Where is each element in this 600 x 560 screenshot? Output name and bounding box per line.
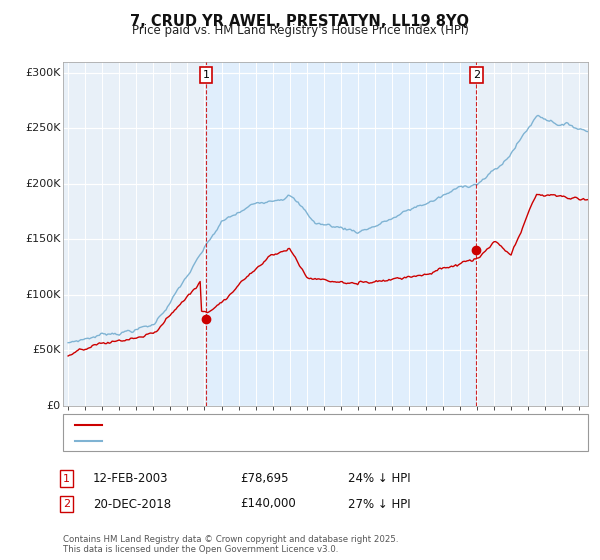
Text: £200K: £200K xyxy=(25,179,61,189)
Text: 1: 1 xyxy=(63,474,70,484)
Text: £100K: £100K xyxy=(25,290,61,300)
Text: 7, CRUD YR AWEL, PRESTATYN, LL19 8YQ: 7, CRUD YR AWEL, PRESTATYN, LL19 8YQ xyxy=(131,14,470,29)
Text: 1: 1 xyxy=(203,70,209,80)
Text: £0: £0 xyxy=(46,401,61,411)
Text: £150K: £150K xyxy=(25,234,61,244)
Text: 27% ↓ HPI: 27% ↓ HPI xyxy=(348,497,410,511)
Bar xyxy=(206,62,476,406)
Text: 2: 2 xyxy=(473,70,480,80)
Text: £50K: £50K xyxy=(32,346,61,356)
Text: £78,695: £78,695 xyxy=(240,472,289,486)
Text: 7, CRUD YR AWEL, PRESTATYN, LL19 8YQ (detached house): 7, CRUD YR AWEL, PRESTATYN, LL19 8YQ (de… xyxy=(108,419,439,430)
Text: HPI: Average price, detached house, Denbighshire: HPI: Average price, detached house, Denb… xyxy=(108,436,389,446)
Text: 20-DEC-2018: 20-DEC-2018 xyxy=(93,497,171,511)
Text: £140,000: £140,000 xyxy=(240,497,296,511)
Text: Contains HM Land Registry data © Crown copyright and database right 2025.
This d: Contains HM Land Registry data © Crown c… xyxy=(63,535,398,554)
Text: £300K: £300K xyxy=(25,68,61,78)
Text: 2: 2 xyxy=(63,499,70,509)
Text: 12-FEB-2003: 12-FEB-2003 xyxy=(93,472,169,486)
Text: Price paid vs. HM Land Registry's House Price Index (HPI): Price paid vs. HM Land Registry's House … xyxy=(131,24,469,37)
Text: 24% ↓ HPI: 24% ↓ HPI xyxy=(348,472,410,486)
Text: £250K: £250K xyxy=(25,123,61,133)
